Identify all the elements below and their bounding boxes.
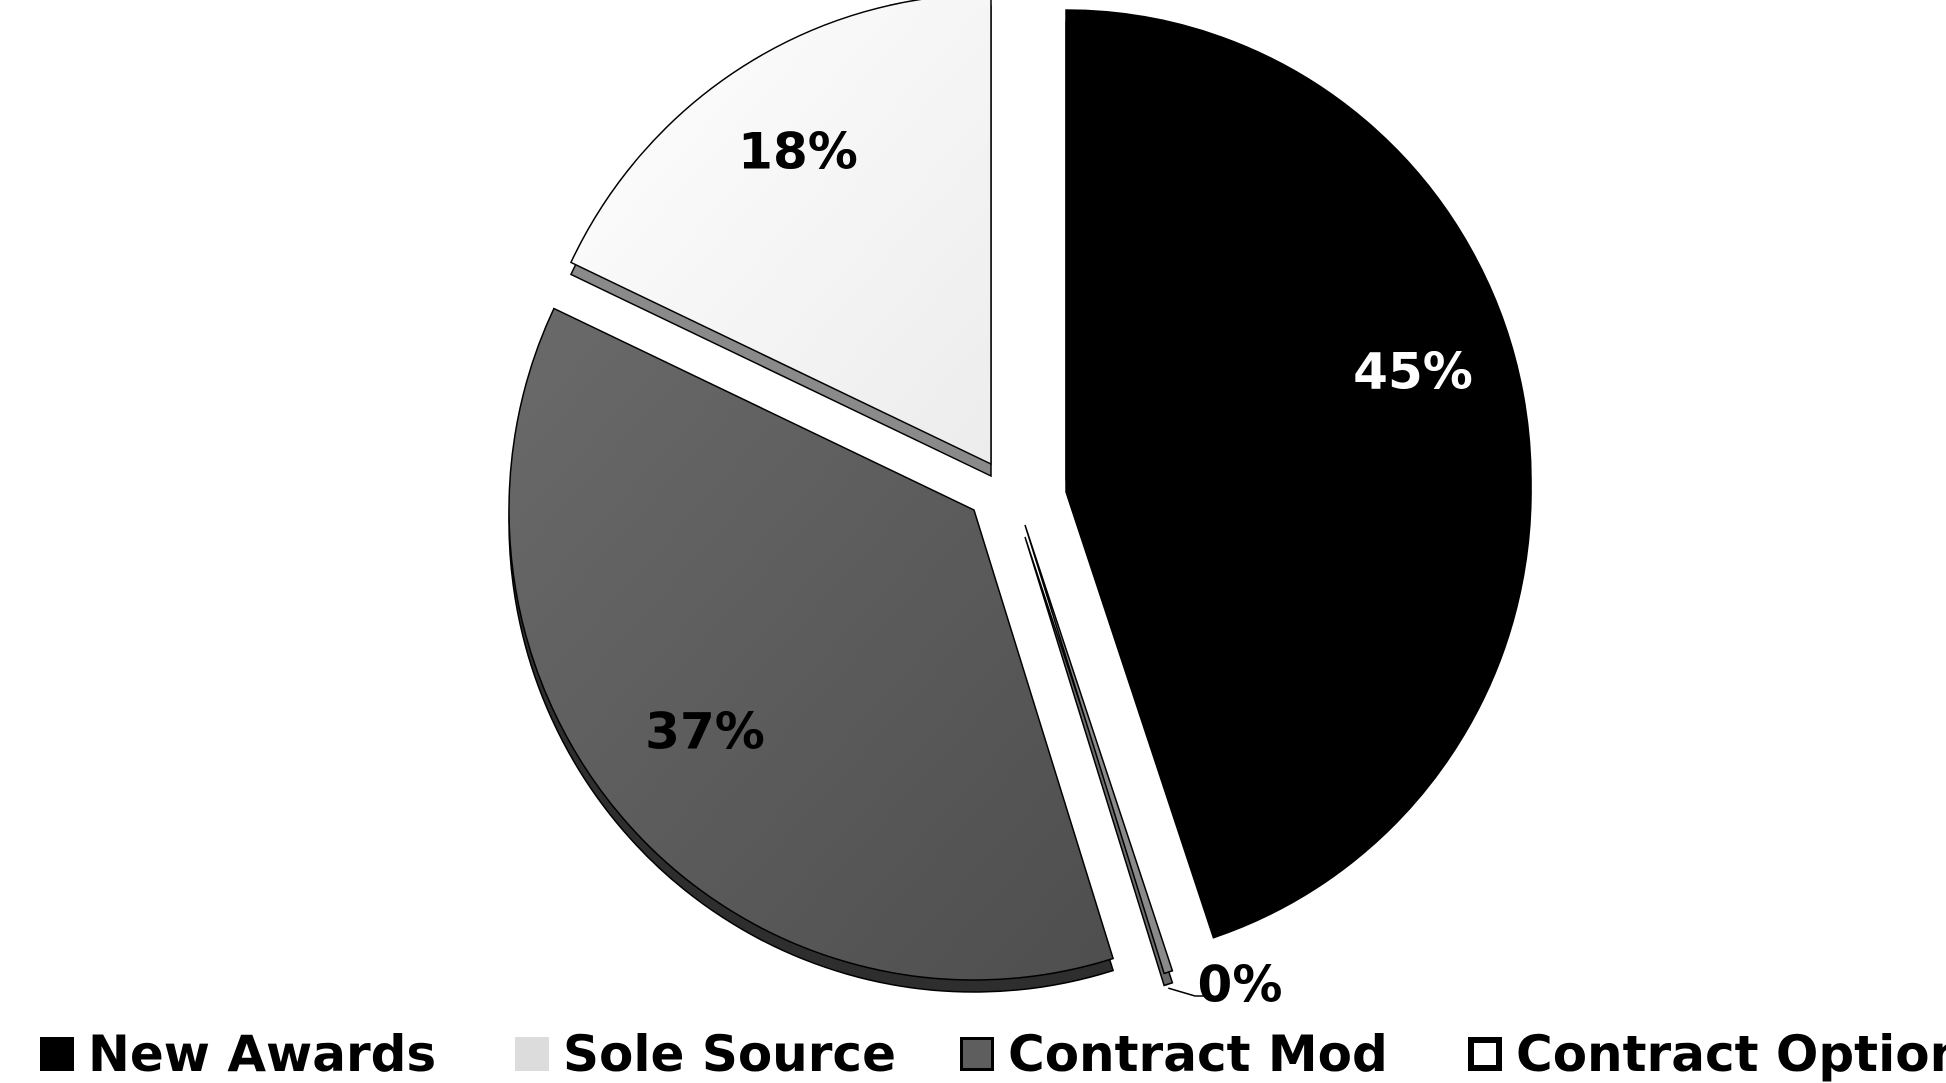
- legend-item-contract-mod: Contract Mod: [960, 1025, 1388, 1083]
- legend-item-new-awards: New Awards: [40, 1025, 436, 1083]
- legend-label-new-awards: New Awards: [88, 1025, 437, 1083]
- legend: New Awards Sole Source Contract Mod Cont…: [0, 1025, 1946, 1083]
- legend-swatch-sole-source: [515, 1037, 549, 1071]
- legend-swatch-contract-mod: [960, 1037, 994, 1071]
- slice-contract-mod: [508, 307, 1115, 981]
- legend-swatch-new-awards: [40, 1037, 74, 1071]
- data-label-sole-source: 18%: [738, 123, 858, 181]
- data-label-contract-mod: 37%: [645, 703, 765, 761]
- slice-new-awards: [1065, 9, 1532, 927]
- legend-label-contract-mod: Contract Mod: [1008, 1025, 1388, 1083]
- slice-contract-option: [1024, 524, 1174, 975]
- leader-line-contract-option: [1168, 987, 1205, 997]
- legend-label-contract-option: Contract Option: [1516, 1025, 1946, 1083]
- legend-item-sole-source: Sole Source: [515, 1025, 896, 1083]
- slice-sole-source: [569, 0, 992, 466]
- legend-label-sole-source: Sole Source: [563, 1025, 896, 1083]
- data-label-new-awards: 45%: [1353, 343, 1473, 401]
- legend-swatch-contract-option: [1468, 1037, 1502, 1071]
- legend-item-contract-option: Contract Option: [1468, 1025, 1946, 1083]
- data-label-contract-option: 0%: [1198, 956, 1283, 1014]
